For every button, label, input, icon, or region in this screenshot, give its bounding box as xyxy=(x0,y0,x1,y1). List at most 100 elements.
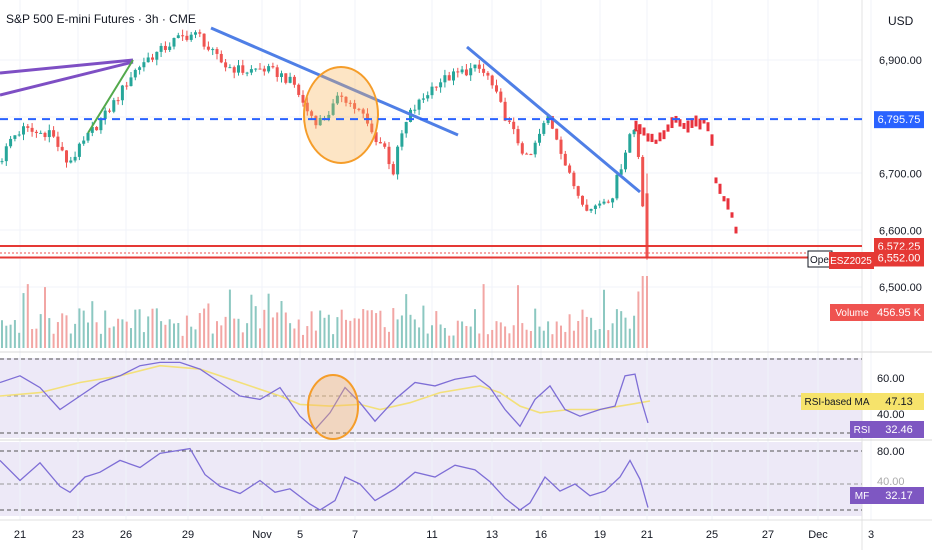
volume-bar xyxy=(99,333,102,348)
candle-body xyxy=(77,143,81,157)
rsi-ma-value: 47.13 xyxy=(885,396,913,408)
candle-body xyxy=(370,123,374,133)
volume-bar xyxy=(155,308,158,348)
candle-body xyxy=(335,95,339,104)
candle-body xyxy=(189,34,193,40)
candle-body xyxy=(555,128,559,140)
volume-bar xyxy=(259,328,261,348)
volume-bar xyxy=(461,321,464,348)
candle-body xyxy=(185,35,189,40)
candle-body xyxy=(550,116,554,129)
volume-bar xyxy=(508,333,511,348)
candle-body xyxy=(516,129,520,144)
candle-body xyxy=(581,195,584,205)
volume-bar xyxy=(611,323,614,348)
candle-body xyxy=(219,53,223,63)
level-badge-6795 xyxy=(874,111,924,129)
candle-body xyxy=(90,126,94,133)
rsi-highlight-circle xyxy=(307,374,359,440)
time-label: 5 xyxy=(297,529,303,541)
volume-bar xyxy=(95,322,98,348)
candle-body xyxy=(598,203,602,206)
candle-body xyxy=(538,133,541,143)
candle-body xyxy=(47,130,51,138)
mfi-label: MF xyxy=(855,491,869,502)
candle-body xyxy=(241,65,245,73)
forecast-bar xyxy=(634,120,638,132)
candle-body xyxy=(611,198,615,203)
volume-bar xyxy=(177,323,180,348)
currency-label[interactable]: USD xyxy=(888,14,914,28)
candle-body xyxy=(211,49,215,51)
time-axis[interactable]: 21 23 26 29 Nov 5 7 11 13 16 19 21 25 27 Dec 3 xyxy=(14,529,874,541)
forecast-projection xyxy=(634,115,738,234)
candle-body xyxy=(559,139,563,154)
candle-body xyxy=(318,118,322,126)
candle-body xyxy=(430,86,434,96)
candle-body xyxy=(34,131,38,134)
candle-body xyxy=(120,85,124,101)
candle-body xyxy=(133,69,137,78)
volume-bar xyxy=(1,320,3,348)
time-label: 13 xyxy=(486,529,498,541)
price-levels xyxy=(0,118,862,259)
time-label: Nov xyxy=(252,529,272,541)
volume-bar xyxy=(504,326,507,348)
volume-bar xyxy=(276,312,279,348)
volume-bar xyxy=(69,333,72,348)
forecast-bar xyxy=(698,118,702,130)
candle-body xyxy=(206,46,210,50)
volume-bar xyxy=(26,284,29,348)
volume-bar xyxy=(379,310,382,348)
volume-bar xyxy=(203,308,206,348)
candle-body xyxy=(589,208,593,211)
rsi-ma-badge xyxy=(801,393,874,410)
mfi-panel xyxy=(0,447,862,511)
volume-bar xyxy=(190,326,193,348)
candle-body xyxy=(22,126,25,135)
volume-bar xyxy=(551,334,554,348)
level-badge-6552-text: 6,552.00 xyxy=(878,252,921,264)
candle-body xyxy=(344,96,348,103)
volume-bar xyxy=(9,324,12,348)
candle-body xyxy=(65,150,68,163)
candle-body xyxy=(292,76,296,85)
candle-body xyxy=(232,67,236,73)
candle-body xyxy=(172,38,176,47)
volume-bar xyxy=(594,330,597,348)
candle-body xyxy=(327,114,331,118)
candle-body xyxy=(357,108,361,110)
candle-body xyxy=(95,126,99,131)
volume-label-text: Volume xyxy=(835,308,869,319)
volume-bar xyxy=(465,326,468,348)
time-label: Dec xyxy=(808,529,828,541)
volume-bar xyxy=(534,308,537,348)
rsi-panel-background xyxy=(0,358,862,438)
candle-body xyxy=(340,95,344,97)
volume-bar xyxy=(633,315,636,348)
volume-bar xyxy=(61,313,64,348)
volume-bar xyxy=(233,318,236,348)
volume-bar xyxy=(392,308,395,348)
candle-body xyxy=(73,156,77,161)
volume-bar xyxy=(319,310,322,348)
candle-body xyxy=(464,69,468,76)
volume-bar xyxy=(564,331,567,348)
candle-body xyxy=(181,35,185,37)
candle-body xyxy=(0,161,4,163)
price-tick-label: 6,500.00 xyxy=(879,282,922,294)
volume-bar xyxy=(246,323,249,348)
forecast-bar xyxy=(706,122,710,132)
volume-bar xyxy=(164,324,167,348)
time-label: 7 xyxy=(352,529,358,541)
volume-bar xyxy=(314,330,317,348)
candle-body xyxy=(585,204,589,211)
volume-bar xyxy=(486,334,489,348)
candle-body xyxy=(563,153,567,166)
candle-body xyxy=(628,134,632,153)
candle-body xyxy=(447,75,451,81)
volume-bar xyxy=(478,333,481,348)
volume-bar xyxy=(542,330,545,348)
volume-bar xyxy=(263,309,266,348)
